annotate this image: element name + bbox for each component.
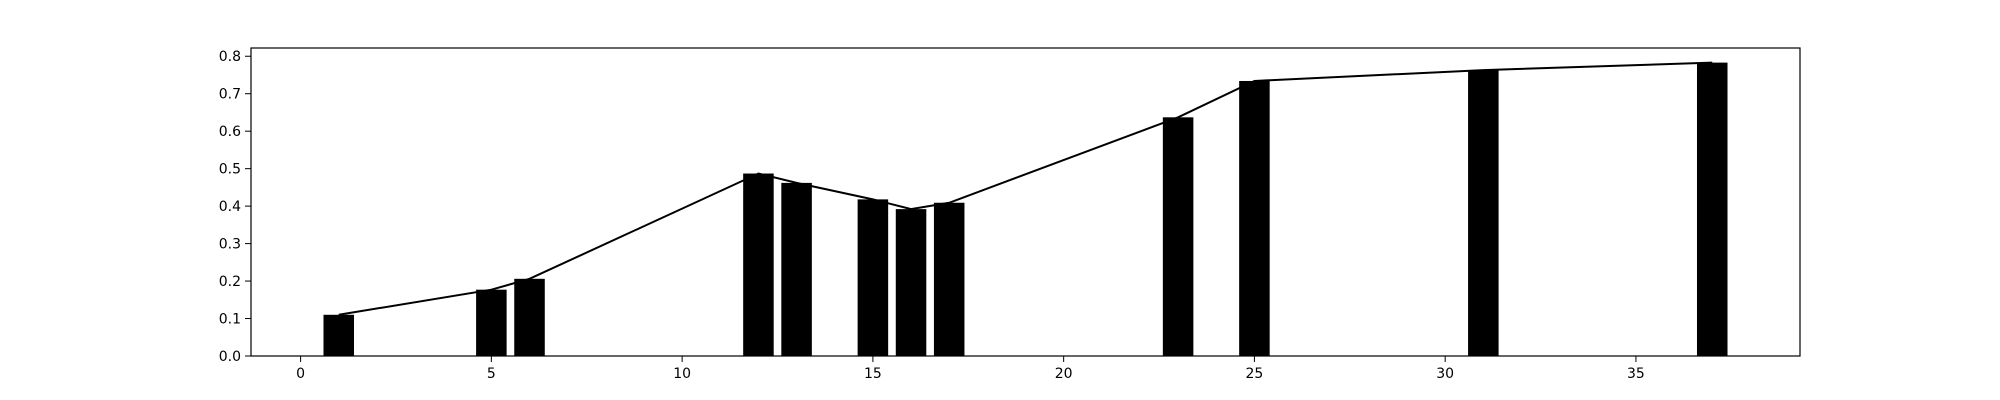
x-tick-label-5: 5 xyxy=(487,366,496,382)
y-axis: 0.0 0.1 0.2 0.3 0.4 0.5 0.6 0.7 0.8 xyxy=(219,49,251,365)
y-tick-label-0.6: 0.6 xyxy=(219,124,241,140)
bar-37 xyxy=(1696,62,1728,357)
y-tick-label-0.3: 0.3 xyxy=(219,237,241,253)
x-tick-label-0: 0 xyxy=(296,366,305,382)
bars-group xyxy=(323,62,1728,357)
bar-5 xyxy=(476,289,507,356)
y-tick-label-0.7: 0.7 xyxy=(219,87,241,103)
y-tick-label-0.4: 0.4 xyxy=(219,199,241,215)
y-tick-label-0.8: 0.8 xyxy=(219,49,241,65)
series-line xyxy=(338,61,1713,316)
y-tick-label-0.0: 0.0 xyxy=(219,349,241,365)
bar-17 xyxy=(933,202,965,356)
x-tick-label-10: 10 xyxy=(673,366,691,382)
bar-16 xyxy=(895,209,927,356)
bar-13 xyxy=(781,182,812,356)
bar-23 xyxy=(1162,117,1194,357)
x-tick-label-15: 15 xyxy=(864,366,882,382)
y-tick-label-0.1: 0.1 xyxy=(219,312,241,328)
bar-25 xyxy=(1239,80,1270,356)
x-tick-label-30: 30 xyxy=(1436,366,1454,382)
bar-12 xyxy=(743,173,774,356)
x-tick-label-20: 20 xyxy=(1055,366,1073,382)
x-axis: 0 5 10 15 20 25 30 35 xyxy=(296,356,1645,382)
plot-area-frame xyxy=(250,47,1801,357)
y-tick-label-0.5: 0.5 xyxy=(219,162,241,178)
bar-1 xyxy=(323,314,355,356)
bar-6 xyxy=(514,278,545,356)
bar-31 xyxy=(1468,70,1499,356)
bar-15 xyxy=(857,199,889,356)
y-tick-label-0.2: 0.2 xyxy=(219,274,241,290)
x-tick-label-25: 25 xyxy=(1246,366,1264,382)
x-tick-label-35: 35 xyxy=(1627,366,1645,382)
